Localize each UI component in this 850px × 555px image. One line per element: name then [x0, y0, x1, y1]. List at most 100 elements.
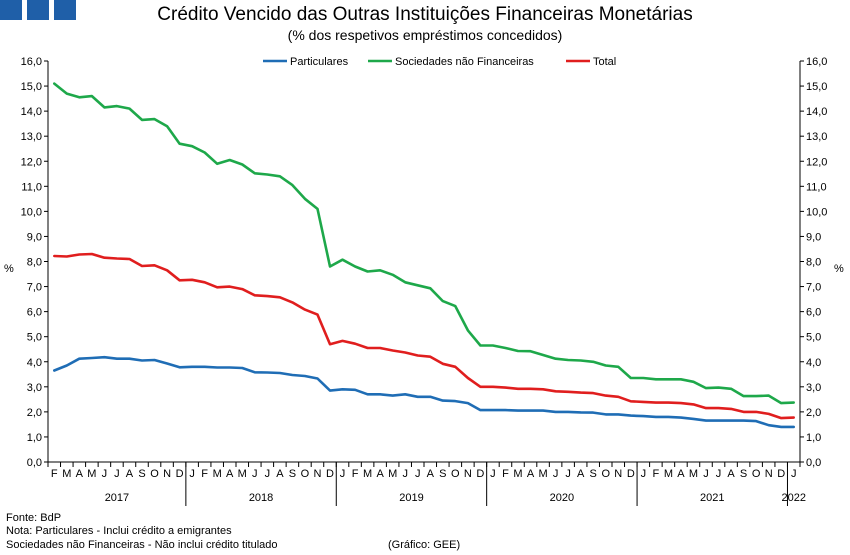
x-month-label: O [601, 468, 610, 480]
y-tick-label-right: 11,0 [806, 181, 827, 193]
x-month-label: M [538, 468, 547, 480]
x-month-label: A [677, 468, 685, 480]
x-month-label: S [138, 468, 145, 480]
y-axis-label-right: % [834, 263, 844, 275]
y-tick-label-right: 14,0 [806, 106, 827, 118]
series-line [52, 82, 796, 405]
y-tick-label-left: 5,0 [27, 332, 42, 344]
y-tick-label-right: 9,0 [806, 231, 821, 243]
year-label: 2020 [550, 492, 574, 504]
y-tick-label-right: 8,0 [806, 257, 821, 269]
y-tick-label-left: 4,0 [27, 357, 42, 369]
y-tick-label-left: 15,0 [21, 81, 42, 93]
y-tick-label-right: 7,0 [806, 282, 821, 294]
x-month-label: A [76, 468, 84, 480]
y-tick-label-left: 14,0 [21, 106, 42, 118]
y-tick-label-right: 5,0 [806, 332, 821, 344]
x-month-label: O [150, 468, 159, 480]
x-month-label: J [703, 468, 709, 480]
footnote-sociedades: Sociedades não Financeiras - Não inclui … [6, 539, 278, 551]
y-tick-label-left: 11,0 [21, 181, 42, 193]
x-month-label: J [791, 468, 797, 480]
x-month-label: M [62, 468, 71, 480]
y-tick-label-left: 13,0 [21, 131, 42, 143]
source-note: Fonte: BdP [6, 512, 62, 524]
x-month-label: J [265, 468, 271, 480]
x-month-label: A [126, 468, 134, 480]
x-month-label: O [301, 468, 310, 480]
legend-label: Sociedades não Financeiras [395, 56, 534, 68]
x-month-label: M [87, 468, 96, 480]
x-month-label: J [340, 468, 346, 480]
chart-title: Crédito Vencido das Outras Instituições … [157, 4, 693, 25]
x-month-label: F [201, 468, 208, 480]
year-label: 2018 [249, 492, 273, 504]
y-tick-label-right: 0,0 [806, 457, 821, 469]
y-tick-label-right: 16,0 [806, 56, 827, 68]
chart-credit: (Gráfico: GEE) [388, 539, 461, 551]
x-month-label: F [51, 468, 58, 480]
x-month-label: J [415, 468, 421, 480]
x-month-label: J [490, 468, 496, 480]
x-month-label: M [689, 468, 698, 480]
x-month-label: A [527, 468, 535, 480]
y-tick-label-right: 10,0 [806, 206, 827, 218]
x-month-label: F [502, 468, 509, 480]
x-month-label: J [189, 468, 195, 480]
y-tick-label-right: 12,0 [806, 156, 827, 168]
y-tick-label-right: 15,0 [806, 81, 827, 93]
x-month-label: D [777, 468, 785, 480]
logo-square [27, 0, 49, 20]
year-label: 2017 [105, 492, 129, 504]
y-tick-label-left: 1,0 [27, 432, 42, 444]
x-month-label: D [176, 468, 184, 480]
x-month-label: J [553, 468, 559, 480]
y-axis-label-left: % [4, 263, 14, 275]
x-month-label: F [352, 468, 359, 480]
y-tick-label-right: 4,0 [806, 357, 821, 369]
y-tick-label-left: 3,0 [27, 382, 42, 394]
gee-logo [0, 0, 76, 20]
chart-subtitle: (% dos respetivos empréstimos concedidos… [287, 27, 563, 43]
x-month-label: M [213, 468, 222, 480]
x-month-label: N [765, 468, 773, 480]
x-month-label: S [289, 468, 296, 480]
y-tick-label-right: 2,0 [806, 407, 821, 419]
x-month-label: M [513, 468, 522, 480]
x-month-label: J [402, 468, 408, 480]
legend-label: Total [593, 56, 616, 68]
x-month-label: S [439, 468, 446, 480]
logo-square [0, 0, 22, 20]
y-tick-label-left: 6,0 [27, 307, 42, 319]
year-label: 2022 [781, 492, 805, 504]
x-month-label: O [752, 468, 761, 480]
y-tick-label-left: 8,0 [27, 257, 42, 269]
x-month-label: S [590, 468, 597, 480]
y-tick-label-right: 6,0 [806, 307, 821, 319]
x-month-label: A [376, 468, 384, 480]
x-month-label: M [664, 468, 673, 480]
year-label: 2021 [700, 492, 724, 504]
x-month-label: J [716, 468, 722, 480]
x-month-label: J [565, 468, 571, 480]
x-month-label: A [427, 468, 435, 480]
x-month-label: M [363, 468, 372, 480]
y-tick-label-left: 10,0 [21, 206, 42, 218]
x-month-label: J [114, 468, 120, 480]
x-month-label: M [238, 468, 247, 480]
y-tick-label-right: 13,0 [806, 131, 827, 143]
x-month-label: D [326, 468, 334, 480]
x-month-label: A [276, 468, 284, 480]
chart-legend: Particulares Sociedades não Financeiras To… [263, 56, 616, 68]
x-month-label: D [627, 468, 635, 480]
x-month-label: J [641, 468, 647, 480]
x-month-label: A [577, 468, 585, 480]
x-month-label: M [388, 468, 397, 480]
x-month-label: O [451, 468, 460, 480]
year-label: 2019 [399, 492, 423, 504]
x-month-label: N [614, 468, 622, 480]
y-tick-label-left: 16,0 [21, 56, 42, 68]
y-tick-label-right: 3,0 [806, 382, 821, 394]
x-month-label: D [476, 468, 484, 480]
